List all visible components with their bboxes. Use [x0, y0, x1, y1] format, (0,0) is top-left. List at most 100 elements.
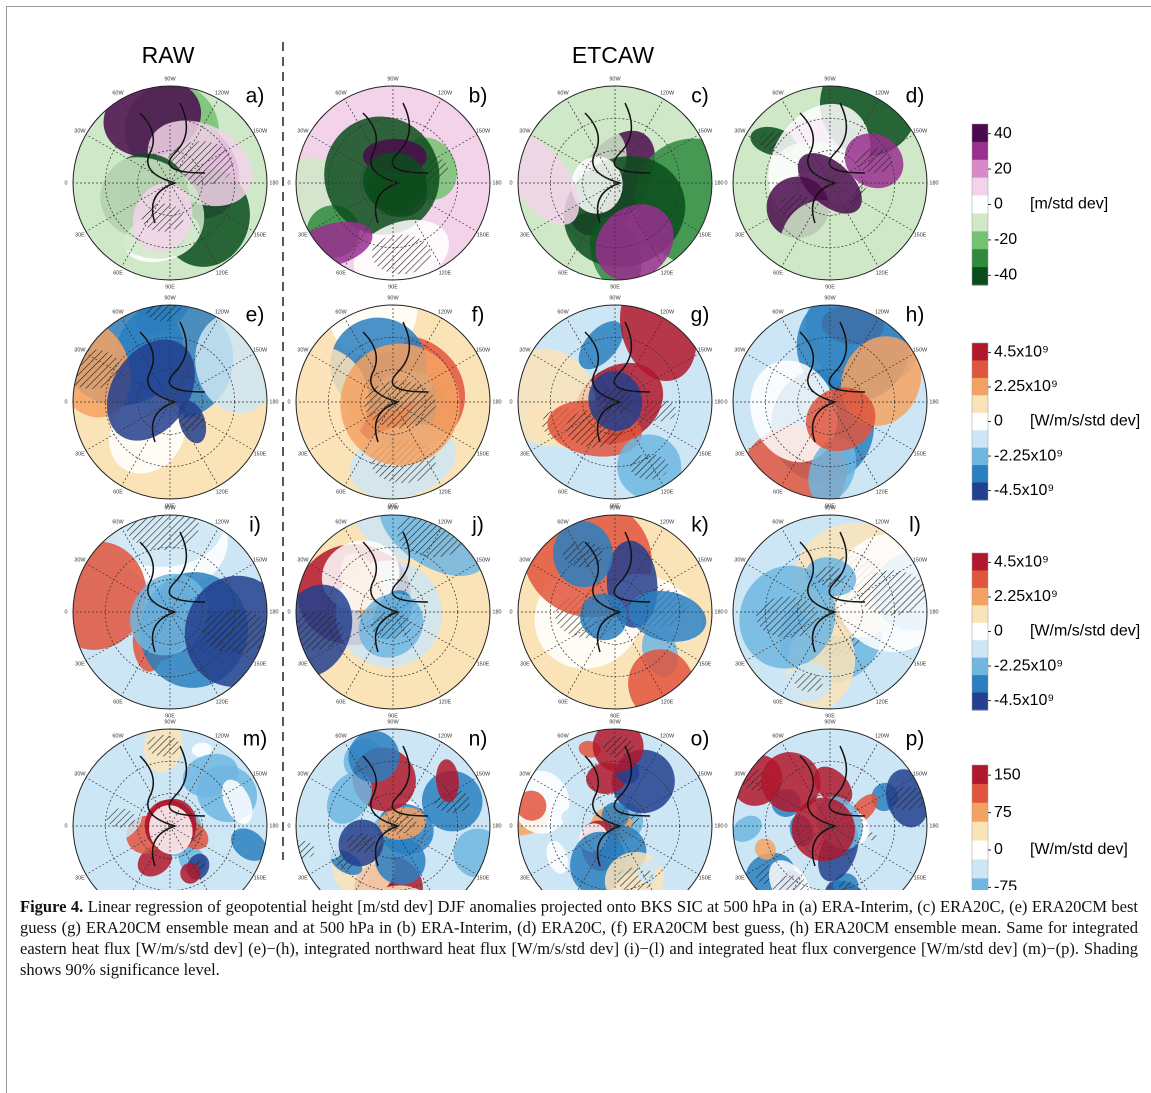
panel-label: j)	[471, 514, 484, 537]
coastline	[139, 321, 206, 443]
colorbar-segment	[972, 802, 988, 823]
colorbar-tick-label: 2.25x10⁹	[994, 588, 1058, 605]
meridian	[308, 353, 394, 403]
meridian	[344, 98, 394, 184]
longitude-label: 30W	[74, 557, 86, 563]
meridian	[829, 611, 879, 697]
map-shading	[73, 305, 267, 499]
anomaly-blob	[148, 805, 193, 855]
meridian	[169, 401, 219, 487]
longitude-label: 30E	[735, 661, 745, 667]
colorbar-segment	[972, 159, 988, 179]
meridian	[308, 563, 394, 613]
anomaly-blob	[326, 771, 372, 824]
meridian	[566, 401, 616, 487]
meridian	[614, 353, 700, 403]
meridian	[344, 527, 394, 613]
longitude-label: 90E	[165, 713, 175, 719]
meridian	[745, 182, 831, 232]
longitude-label: 120W	[438, 733, 453, 739]
anomaly-blob	[808, 437, 857, 499]
longitude-label: 90E	[825, 284, 835, 290]
longitude-label: 180	[269, 823, 278, 829]
longitude-label: 30E	[298, 875, 308, 881]
map-outline	[517, 304, 713, 500]
map-outline	[72, 514, 268, 710]
longitude-label: 180	[269, 180, 278, 186]
panel-label: p)	[906, 728, 925, 751]
longitude-label: 60E	[336, 490, 346, 496]
meridian	[392, 825, 431, 890]
longitude-label: 90W	[164, 719, 176, 725]
longitude-label: 60E	[558, 700, 568, 706]
polar-map: 90W120W150W180150E120E90E60E30E030W60Wo)	[509, 719, 724, 890]
meridian	[308, 825, 394, 875]
colorbar-tick-label: -4.5x10⁹	[994, 482, 1054, 499]
longitude-label: 120W	[660, 309, 675, 315]
colorbar-segment	[972, 482, 988, 501]
longitude-label: 30E	[298, 232, 308, 238]
map-outline	[72, 728, 268, 890]
colorbar-segment	[972, 640, 988, 659]
meridian	[829, 317, 879, 403]
meridian	[745, 611, 831, 661]
anomaly-blob	[761, 752, 821, 813]
meridian	[121, 741, 171, 827]
longitude-label: 150E	[914, 451, 927, 457]
meridian	[745, 134, 831, 184]
colorbar-tick-label: 75	[994, 804, 1012, 821]
longitude-label: 30W	[734, 347, 746, 353]
polar-map: 90W 120W 150W 180 150E 120E 90E 60E 30E 0 30W 60W d)	[724, 76, 938, 290]
longitude-label: 60W	[772, 519, 784, 525]
longitude-label: 150W	[698, 347, 713, 353]
longitude-label: 150E	[699, 451, 712, 457]
coastline	[799, 102, 866, 224]
panel-label: k)	[691, 514, 709, 537]
colorbar-tick-label: 20	[994, 160, 1012, 177]
longitude-label: 150W	[698, 128, 713, 134]
significance-hatch	[106, 808, 136, 828]
meridian	[308, 611, 394, 661]
longitude-label: 90W	[609, 719, 621, 725]
coastline	[362, 321, 429, 443]
meridian	[614, 611, 700, 661]
longitude-label: 120E	[661, 271, 674, 277]
longitude-label: 90W	[824, 505, 836, 511]
significance-hatch	[296, 611, 344, 651]
meridian	[169, 741, 219, 827]
longitude-label: 90E	[610, 713, 620, 719]
longitude-label: 150E	[254, 451, 267, 457]
meridian	[829, 825, 915, 875]
meridian	[530, 777, 616, 827]
polar-map: 90W 120W 150W 180 150E 120E 90E 60E 30E 0 30W 60W l)	[724, 505, 938, 719]
meridian	[745, 353, 831, 403]
polar-map: 90W 120W 150W 180 150E 120E 90E 60E 30E 0 30W 60W i)	[64, 505, 278, 719]
longitude-label: 60E	[773, 700, 783, 706]
colorbar-segment	[972, 377, 988, 396]
longitude-label: 120W	[215, 733, 230, 739]
significance-hatch	[144, 305, 182, 322]
longitude-label: 90W	[164, 295, 176, 301]
longitude-label: 0	[64, 180, 67, 186]
colorbar-segment	[972, 343, 988, 361]
coastline	[584, 102, 651, 224]
significance-hatch	[630, 454, 669, 480]
longitude-label: 150E	[699, 661, 712, 667]
anomaly-blob	[546, 840, 568, 874]
panel-label: d)	[906, 85, 925, 108]
longitude-label: 60W	[112, 90, 124, 96]
longitude-label: 150W	[698, 557, 713, 563]
polar-map: 90W 120W 150W 180 150E 120E 90E 60E 30E 0 30W 60W f)	[287, 295, 501, 509]
longitude-label: 150E	[254, 875, 267, 881]
meridian	[614, 401, 664, 487]
coastline	[799, 745, 866, 867]
meridian	[392, 317, 442, 403]
longitude-label: 30E	[298, 451, 308, 457]
meridian	[614, 317, 664, 403]
coastline	[584, 321, 651, 443]
meridian	[169, 98, 219, 184]
anomaly-blob	[191, 742, 212, 757]
meridian	[530, 134, 616, 184]
meridian	[614, 401, 700, 451]
